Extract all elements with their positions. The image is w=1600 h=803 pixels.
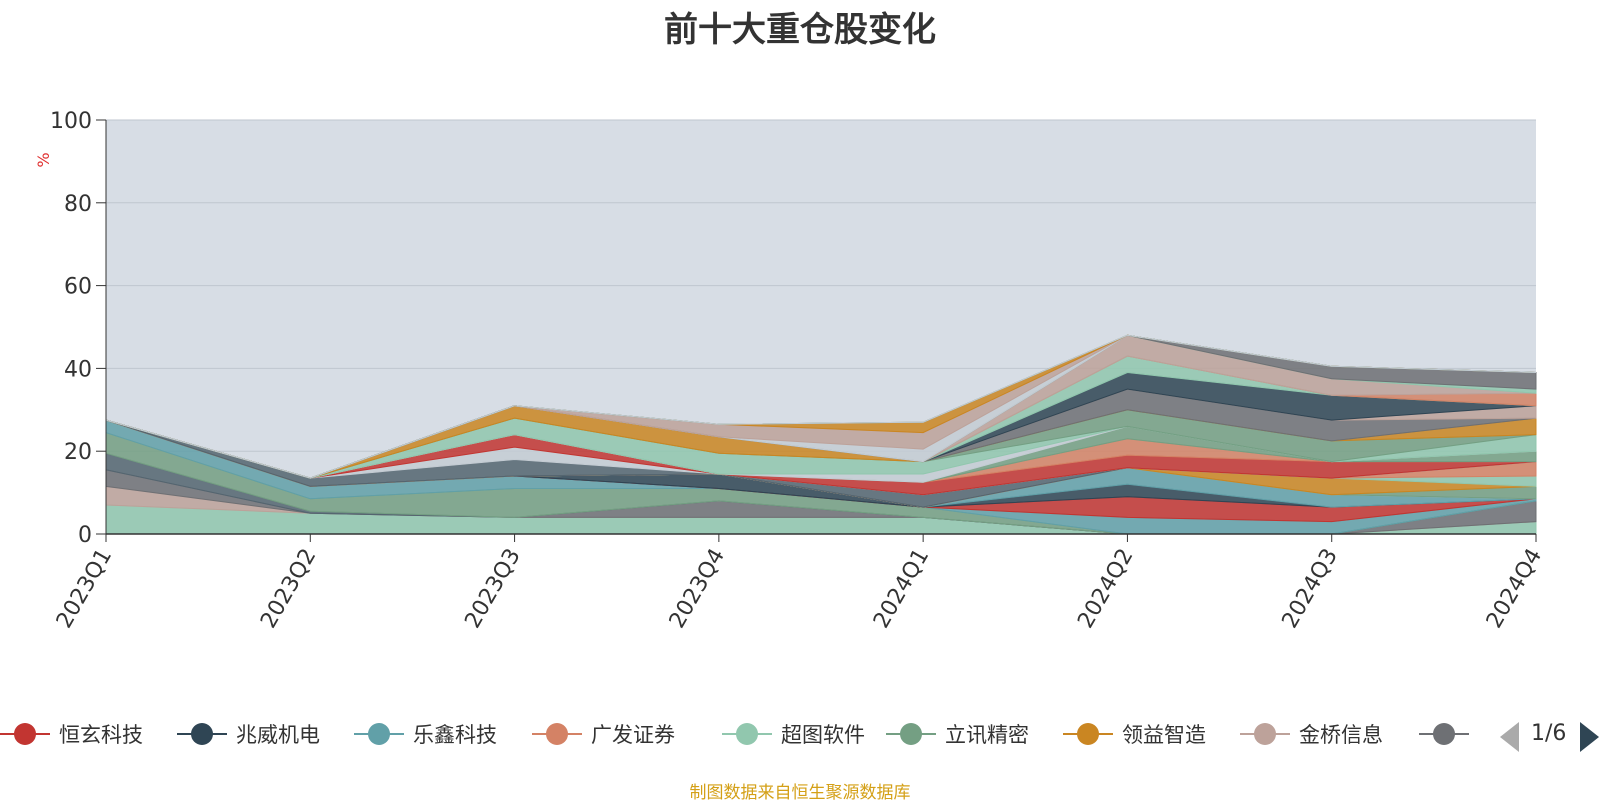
legend-marker-icon	[0, 716, 50, 752]
legend-marker-icon	[177, 716, 227, 752]
legend-marker-icon	[354, 716, 404, 752]
x-tick-label: 2023Q2	[256, 545, 321, 633]
legend-item[interactable]: 领益智造	[1063, 716, 1206, 752]
legend-marker-icon	[722, 716, 772, 752]
chart-title: 前十大重仓股变化	[664, 10, 936, 50]
legend-label: 广发证券	[591, 723, 675, 747]
legend-item[interactable]: 立讯精密	[886, 716, 1029, 752]
stacked-area-chart: 0 20 40 60 80 100 2023Q1 2023Q2 2023Q3 2023Q4 2024…	[34, 109, 1547, 633]
legend-pager: 1/6	[1500, 718, 1600, 754]
legend-marker-icon	[886, 716, 936, 752]
y-tick-label: 60	[64, 275, 92, 300]
y-tick-label: 40	[64, 357, 92, 382]
area-layer-36	[105, 334, 1537, 479]
triangle-right-icon[interactable]	[1580, 722, 1599, 752]
legend-marker-icon	[1063, 716, 1113, 752]
legend: 恒玄科技 兆威机电 乐鑫科技 广发证券 超图软件 立讯精密 领益智造 金桥信息	[0, 716, 1510, 752]
legend-page-indicator: 1/6	[1531, 721, 1567, 746]
x-tick-label: 2023Q4	[665, 545, 730, 633]
y-axis-label: %	[34, 152, 53, 167]
y-tick-label: 0	[78, 523, 92, 548]
legend-label: 金桥信息	[1299, 723, 1383, 747]
legend-item[interactable]: 兆威机电	[177, 716, 320, 752]
legend-label: 乐鑫科技	[413, 723, 497, 747]
x-tick-label: 2023Q3	[460, 545, 525, 633]
x-tick-label: 2024Q4	[1482, 545, 1547, 633]
y-tick-label: 20	[64, 440, 92, 465]
source-note: 制图数据来自恒生聚源数据库	[689, 783, 911, 803]
legend-item[interactable]	[1419, 716, 1478, 752]
legend-label: 立讯精密	[945, 723, 1029, 747]
x-tick-label: 2024Q3	[1278, 545, 1343, 633]
x-tick-label: 2023Q1	[52, 545, 117, 633]
legend-marker-icon	[1419, 716, 1469, 752]
y-tick-label: 100	[50, 109, 92, 134]
legend-item[interactable]: 广发证券	[532, 716, 675, 752]
legend-item[interactable]: 金桥信息	[1240, 716, 1383, 752]
legend-marker-icon	[532, 716, 582, 752]
legend-item[interactable]: 超图软件	[722, 716, 865, 752]
legend-label: 兆威机电	[236, 723, 320, 747]
legend-label: 领益智造	[1122, 723, 1206, 747]
y-tick-label: 80	[64, 192, 92, 217]
legend-label: 超图软件	[781, 723, 865, 747]
x-tick-label: 2024Q2	[1073, 545, 1138, 633]
legend-item[interactable]: 乐鑫科技	[354, 716, 497, 752]
x-tick-label: 2024Q1	[869, 545, 934, 633]
legend-marker-icon	[1240, 716, 1290, 752]
legend-item[interactable]: 恒玄科技	[0, 716, 143, 752]
legend-label: 恒玄科技	[59, 723, 143, 747]
triangle-left-icon[interactable]	[1500, 722, 1519, 752]
